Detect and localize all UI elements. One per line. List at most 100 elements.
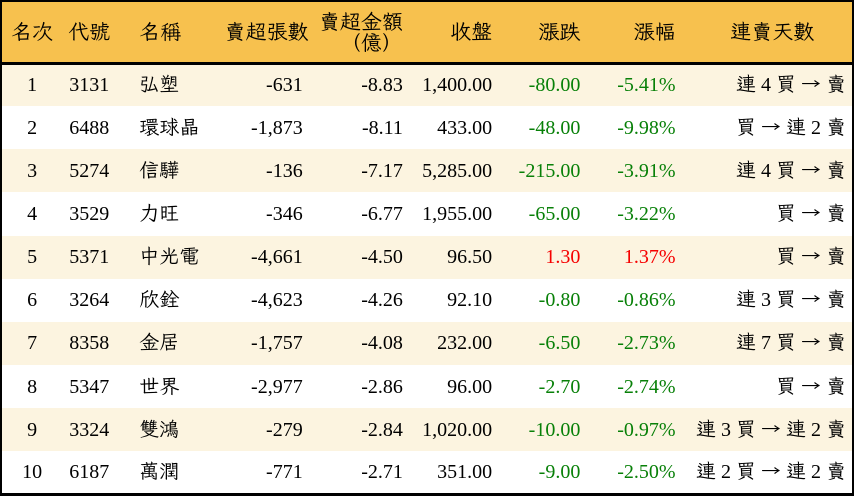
cell-streak: 連 3 買 → 連 2 賣: [696, 414, 846, 442]
cell-name: 雙鴻: [139, 414, 180, 442]
cell-change: -9.00: [538, 457, 581, 485]
cell-volume: -1,757: [251, 328, 303, 356]
column-header-change_pct: 漲幅: [582, 1, 693, 65]
cell-code: 6187: [69, 457, 110, 485]
column-header-amount-line-2: （億）: [339, 27, 403, 56]
table-row-9: 9 3324 雙鴻 -279 -2.84 1,020.00 -10.00 -0.97% 連 3 …: [1, 408, 853, 452]
table-row-3: 3 5274 信驊 -136 -7.17 5,285.00 -215.00 -3.91% 連 4…: [1, 149, 853, 193]
cell-name: 信驊: [139, 155, 180, 183]
cell-change_pct: -2.74%: [617, 371, 676, 399]
cell-rank: 8: [27, 371, 38, 399]
cell-close: 1,020.00: [422, 414, 493, 442]
cell-rank: 4: [27, 198, 38, 226]
cell-amount: -4.50: [361, 242, 403, 270]
cell-amount: -2.86: [361, 371, 403, 399]
cell-change: -80.00: [528, 70, 581, 98]
column-header-close: 收盤: [405, 1, 495, 65]
cell-volume: -771: [266, 457, 303, 485]
cell-close: 232.00: [437, 328, 493, 356]
cell-change_pct: 1.37%: [623, 242, 676, 270]
table-row-10: 10 6187 萬潤 -771 -2.71 351.00 -9.00 -2.50% 連 2 買 …: [1, 451, 853, 495]
cell-rank: 3: [27, 155, 38, 183]
cell-name: 金居: [139, 328, 180, 356]
cell-rank: 5: [27, 242, 38, 270]
cell-change: -65.00: [528, 198, 581, 226]
cell-name: 力旺: [139, 198, 180, 226]
cell-close: 96.00: [447, 371, 493, 399]
cell-volume: -2,977: [251, 371, 303, 399]
cell-amount: -8.11: [362, 112, 403, 140]
column-header-rank: 名次: [1, 1, 63, 65]
cell-amount: -2.71: [361, 457, 403, 485]
table-body: 1 3131 弘塑 -631 -8.83 1,400.00 -80.00 -5.41% 連 4 …: [1, 63, 853, 495]
table-row-2: 2 6488 環球晶 -1,873 -8.11 433.00 -48.00 -9.98% 買 →…: [1, 106, 853, 150]
cell-amount: -4.08: [361, 328, 403, 356]
table-header-row: 名次 代號 名稱 賣超張數 賣超金額 （億） 收盤 漲跌 漲幅 連賣天數: [1, 1, 853, 65]
cell-close: 96.50: [447, 242, 493, 270]
cell-streak: 連 7 買 → 賣: [736, 328, 846, 356]
cell-change_pct: -2.73%: [617, 328, 676, 356]
cell-volume: -279: [266, 414, 303, 442]
cell-name: 中光電: [139, 242, 200, 270]
cell-change: -2.70: [538, 371, 581, 399]
cell-change_pct: -0.86%: [617, 285, 676, 313]
column-header-streak: 連賣天數: [692, 1, 853, 65]
cell-streak: 連 2 買 → 連 2 賣: [696, 457, 846, 485]
cell-code: 6488: [69, 112, 110, 140]
cell-close: 1,400.00: [422, 70, 493, 98]
cell-change_pct: -2.50%: [617, 457, 676, 485]
column-header-volume: 賣超張數: [224, 1, 309, 65]
cell-change_pct: -5.41%: [617, 70, 676, 98]
cell-streak: 買 → 賣: [776, 242, 846, 270]
table-row-4: 4 3529 力旺 -346 -6.77 1,955.00 -65.00 -3.22% 買 → …: [1, 192, 853, 236]
cell-amount: -6.77: [361, 198, 403, 226]
cell-volume: -346: [266, 198, 303, 226]
cell-rank: 2: [27, 112, 38, 140]
cell-change: -48.00: [528, 112, 581, 140]
table-row-8: 8 5347 世界 -2,977 -2.86 96.00 -2.70 -2.74% 買 → 賣: [1, 364, 853, 409]
cell-amount: -4.26: [361, 285, 403, 313]
table-row-6: 6 3264 欣銓 -4,623 -4.26 92.10 -0.80 -0.86% 連 3 買 …: [1, 278, 853, 322]
cell-close: 351.00: [437, 457, 493, 485]
cell-volume: -1,873: [251, 112, 303, 140]
cell-name: 世界: [139, 371, 180, 399]
cell-code: 5371: [69, 242, 110, 270]
cell-code: 3131: [69, 70, 110, 98]
table-row-1: 1 3131 弘塑 -631 -8.83 1,400.00 -80.00 -5.41% 連 4 …: [1, 63, 853, 107]
column-header-name: 名稱: [116, 1, 225, 65]
cell-change: -0.80: [538, 285, 581, 313]
column-header-code: 代號: [62, 1, 117, 65]
cell-name: 欣銓: [139, 285, 180, 313]
cell-rank: 10: [22, 457, 43, 485]
cell-volume: -4,623: [251, 285, 303, 313]
cell-change: -10.00: [528, 414, 581, 442]
cell-change_pct: -3.22%: [617, 198, 676, 226]
cell-code: 3529: [69, 198, 110, 226]
cell-amount: -2.84: [361, 414, 403, 442]
cell-change: 1.30: [545, 242, 581, 270]
cell-change: -215.00: [518, 155, 581, 183]
cell-close: 92.10: [447, 285, 493, 313]
cell-volume: -136: [266, 155, 303, 183]
column-header-amount-line-1: 賣超金額: [318, 6, 403, 35]
cell-code: 5274: [69, 155, 110, 183]
cell-change_pct: -0.97%: [617, 414, 676, 442]
cell-rank: 7: [27, 328, 38, 356]
cell-change_pct: -3.91%: [617, 155, 676, 183]
cell-name: 萬潤: [139, 457, 180, 485]
cell-rank: 6: [27, 285, 38, 313]
cell-streak: 買 → 賣: [776, 371, 846, 399]
cell-code: 8358: [69, 328, 110, 356]
cell-code: 3324: [69, 414, 110, 442]
cell-name: 弘塑: [139, 70, 180, 98]
cell-streak: 連 4 買 → 賣: [736, 155, 846, 183]
cell-close: 5,285.00: [422, 155, 493, 183]
cell-rank: 9: [27, 414, 38, 442]
cell-change: -6.50: [538, 328, 581, 356]
cell-streak: 連 4 買 → 賣: [736, 70, 846, 98]
cell-code: 5347: [69, 371, 110, 399]
cell-rank: 1: [27, 70, 38, 98]
cell-code: 3264: [69, 285, 110, 313]
cell-streak: 連 3 買 → 賣: [736, 285, 846, 313]
